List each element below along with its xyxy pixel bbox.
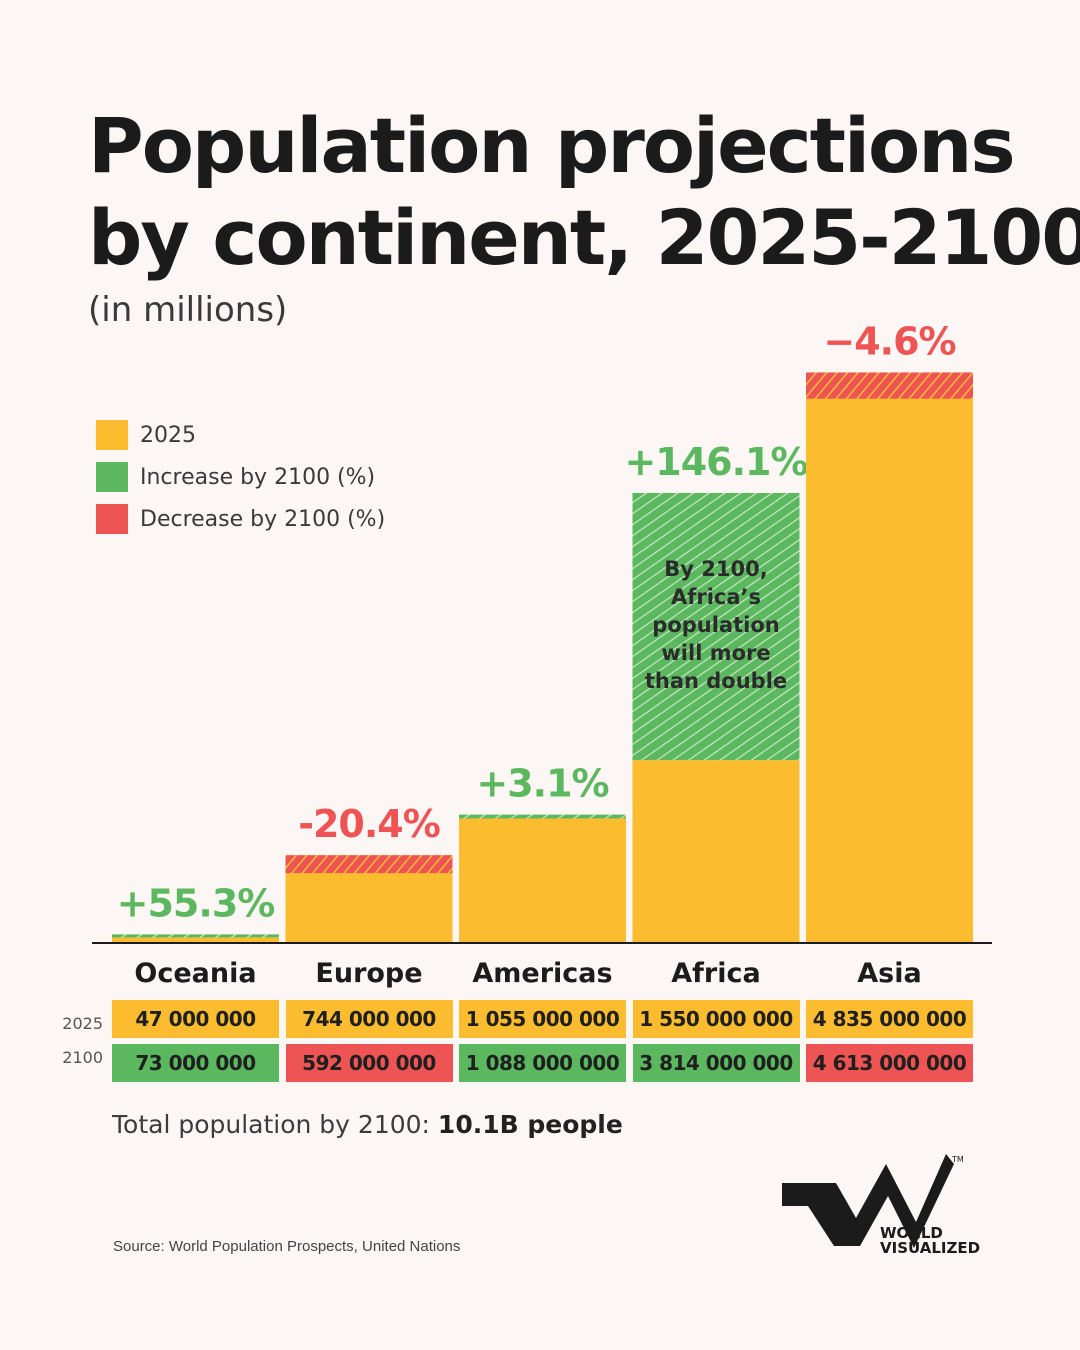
- change-label-americas: +3.1%: [476, 762, 608, 806]
- bar-change-americas: [459, 814, 626, 819]
- legend-swatch-2025: [96, 420, 128, 450]
- brand-line-2: VISUALIZED: [880, 1239, 981, 1257]
- table-cell-2100-oceania: 73 000 000: [112, 1044, 279, 1082]
- change-label-africa: +146.1%: [624, 440, 807, 484]
- legend-swatch-decrease: [96, 504, 128, 534]
- bar-2025-americas: [459, 818, 626, 943]
- table-cell-2100-africa: 3 814 000 000: [632, 1044, 800, 1082]
- category-label-africa: Africa: [671, 958, 760, 989]
- category-label-asia: Asia: [857, 958, 921, 989]
- table-cell-2025-americas: 1 055 000 000: [459, 1000, 626, 1038]
- brand-line-1: WORLD: [880, 1224, 943, 1242]
- legend-label: 2025: [140, 422, 196, 448]
- bar-change-europe: [285, 855, 453, 874]
- row-label-2025: 2025: [62, 1014, 103, 1033]
- change-label-oceania: +55.3%: [117, 881, 275, 925]
- bar-2025-africa: [632, 760, 800, 943]
- legend-label: Increase by 2100 (%): [140, 464, 376, 490]
- world-visualized-logo: TM: [782, 1154, 964, 1248]
- bar-change-asia: [806, 372, 973, 399]
- row-label-2100: 2100: [62, 1048, 103, 1067]
- total-population: Total population by 2100: 10.1B people: [112, 1110, 623, 1139]
- page-title: Population projections by continent, 202…: [88, 100, 1080, 284]
- table-cell-2100-europe: 592 000 000: [285, 1044, 453, 1082]
- table-cell-2100-americas: 1 088 000 000: [459, 1044, 626, 1082]
- brand-name: WORLD VISUALIZED: [880, 1226, 980, 1256]
- legend-item-2025: 2025: [96, 414, 385, 456]
- legend-item-decrease: Decrease by 2100 (%): [96, 498, 385, 540]
- bar-chart: +55.3% Oceania -20.4% Europe +3.1% Americas +1…: [92, 319, 992, 989]
- title-line-1: Population projections: [88, 101, 1016, 190]
- category-label-oceania: Oceania: [134, 958, 256, 989]
- category-label-europe: Europe: [315, 958, 422, 989]
- bar-2025-oceania: [112, 937, 279, 943]
- table-cell-2100-asia: 4 613 000 000: [806, 1044, 973, 1082]
- bar-2025-asia: [806, 372, 973, 944]
- table-cell-2025-oceania: 47 000 000: [112, 1000, 279, 1038]
- title-line-2: by continent, 2025-2100: [88, 193, 1080, 282]
- table-cell-2025-africa: 1 550 000 000: [632, 1000, 800, 1038]
- change-label-europe: -20.4%: [298, 802, 440, 846]
- africa-annotation: By 2100, Africa’s population will more than …: [645, 557, 787, 693]
- trademark: TM: [951, 1155, 964, 1164]
- table-cell-2025-asia: 4 835 000 000: [806, 1000, 973, 1038]
- category-label-americas: Americas: [472, 958, 612, 989]
- change-label-asia: −4.6%: [823, 319, 955, 363]
- bar-change-oceania: [112, 934, 279, 938]
- total-label: Total population by 2100:: [112, 1110, 438, 1139]
- legend: 2025 Increase by 2100 (%) Decrease by 21…: [96, 414, 385, 540]
- bar-change-africa: [632, 492, 800, 761]
- legend-label: Decrease by 2100 (%): [140, 506, 386, 532]
- legend-item-increase: Increase by 2100 (%): [96, 456, 385, 498]
- legend-swatch-increase: [96, 462, 128, 492]
- table-cell-2025-europe: 744 000 000: [285, 1000, 453, 1038]
- subtitle: (in millions): [88, 290, 288, 330]
- source-note: Source: World Population Prospects, Unit…: [113, 1238, 461, 1255]
- total-value: 10.1B people: [437, 1110, 623, 1139]
